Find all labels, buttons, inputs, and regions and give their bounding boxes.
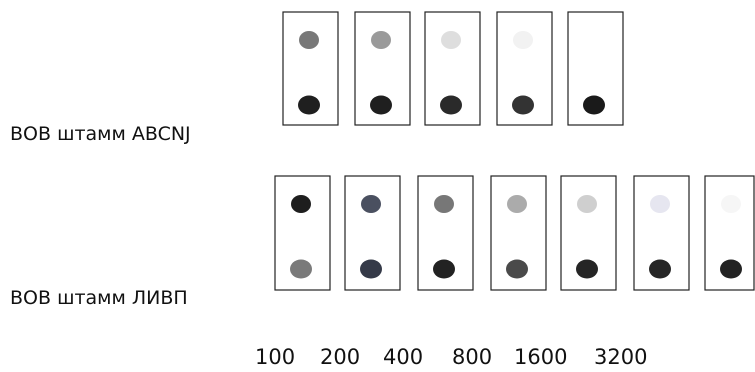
- dot: [433, 260, 455, 279]
- dot: [440, 96, 462, 115]
- dilution-label: 200: [320, 345, 360, 369]
- dot: [650, 195, 670, 213]
- dot: [506, 260, 528, 279]
- dot: [720, 260, 742, 279]
- dilution-label: 800: [452, 345, 492, 369]
- dot: [361, 195, 381, 213]
- dot-blots: [275, 12, 754, 290]
- dilution-label: 1600: [514, 345, 567, 369]
- figure: ВОВ штамм ABCNJ ВОВ штамм ЛИВП 100 200 400…: [0, 0, 755, 372]
- dot: [649, 260, 671, 279]
- dot: [512, 96, 534, 115]
- row-label: ВОВ штамм ЛИВП: [10, 287, 188, 309]
- dilution-labels: 100 200 400 800 1600 3200: [255, 345, 647, 369]
- dot: [290, 260, 312, 279]
- row-label: ВОВ штамм ABCNJ: [10, 123, 191, 145]
- dilution-label: 400: [383, 345, 423, 369]
- dot: [583, 96, 605, 115]
- dot: [441, 31, 461, 49]
- dilution-label: 100: [255, 345, 295, 369]
- dot: [434, 195, 454, 213]
- dot: [371, 31, 391, 49]
- dot: [360, 260, 382, 279]
- dot: [298, 96, 320, 115]
- dot: [370, 96, 392, 115]
- dot: [513, 31, 533, 49]
- dilution-label: 3200: [594, 345, 647, 369]
- dot: [721, 195, 741, 213]
- dot: [576, 260, 598, 279]
- dot: [577, 195, 597, 213]
- dot: [507, 195, 527, 213]
- dot: [291, 195, 311, 213]
- dot: [299, 31, 319, 49]
